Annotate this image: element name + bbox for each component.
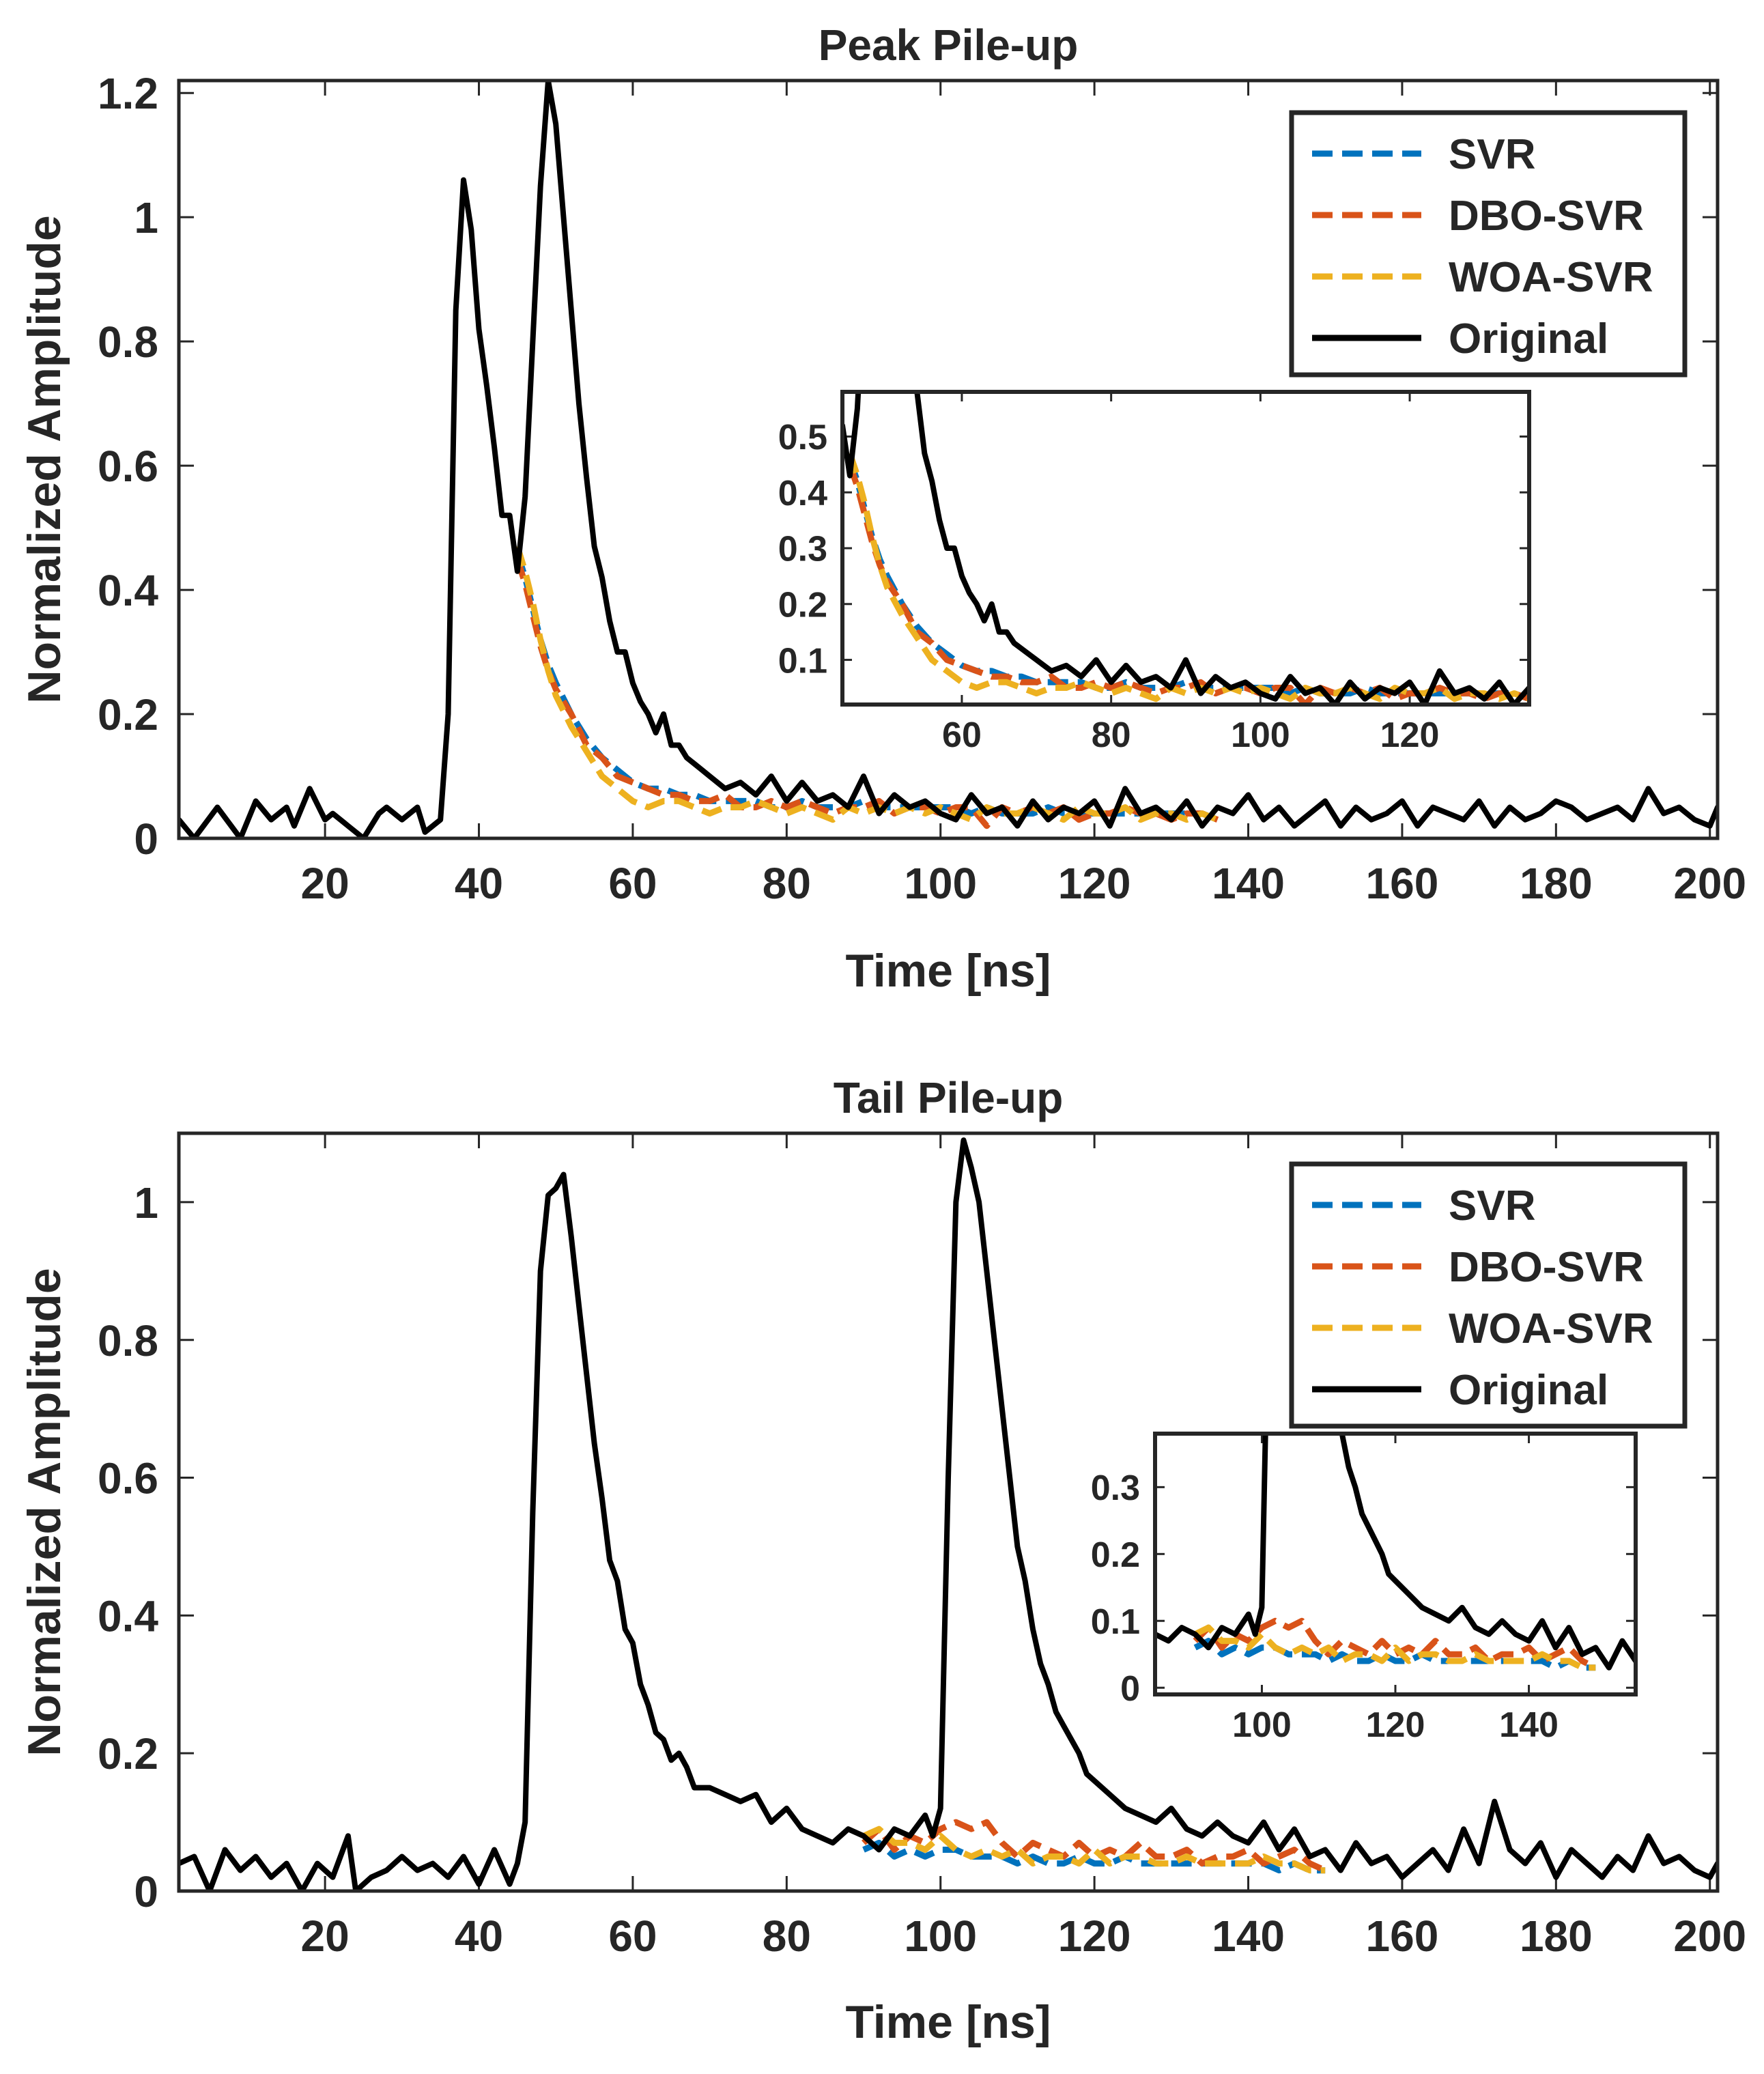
axis-y-tick-label: 0.6 [98, 1454, 158, 1503]
inset-frame [1153, 1432, 1638, 1696]
axis-y-tick-label: 0 [134, 1867, 158, 1916]
axis-x-tick-label: 120 [1058, 1912, 1131, 1961]
axis-y-tick-label: 0.6 [98, 442, 158, 491]
axis-x-tick-label: 80 [763, 859, 811, 908]
axis-x-tick-label: 160 [1366, 859, 1439, 908]
axis-x-tick-label: 200 [1673, 1912, 1746, 1961]
inset-y-tick-label: 0.2 [1091, 1535, 1140, 1575]
main-series-woa-svr-line [862, 1826, 1326, 1874]
axis-y-tick-label: 0.8 [98, 1316, 158, 1365]
axis-y-tick-label: 1 [134, 193, 158, 242]
axis-y-tick-label: 0.2 [98, 690, 158, 739]
legend-label-dbo-svr: DBO-SVR [1449, 1244, 1644, 1291]
axis-x-tick-label: 60 [608, 1912, 657, 1961]
legend-label-woa-svr: WOA-SVR [1449, 254, 1653, 301]
chart-title: Tail Pile-up [834, 1073, 1064, 1122]
inset-series-original-line [842, 392, 1529, 705]
axis-x-tick-label: 20 [301, 1912, 350, 1961]
plot-frame [177, 79, 1720, 840]
legend-label-original: Original [1449, 1367, 1608, 1414]
axis-y-tick-label: 1.2 [98, 69, 158, 118]
axis-y-tick-label: 1 [134, 1178, 158, 1227]
y-axis-label: Normalized Amplitude [18, 215, 70, 703]
chart-panel-2: Tail Pile-up 20 40 60 80 100 120 140 160 180 200 0 0… [18, 1073, 1746, 2048]
axis-x-tick-label: 40 [455, 859, 503, 908]
inset-x-tick-label: 100 [1232, 1705, 1292, 1745]
inset-x-tick-label: 140 [1499, 1705, 1559, 1745]
axis-x-tick-label: 20 [301, 859, 350, 908]
inset-series-dbo-svr-line [1193, 1617, 1597, 1671]
axis-x-tick-label: 60 [608, 859, 657, 908]
x-axis-label: Time [ns] [845, 1996, 1051, 2048]
legend-label-svr: SVR [1449, 131, 1535, 178]
x-axis-label: Time [ns] [845, 945, 1051, 997]
inset-y-tick-label: 0.3 [778, 530, 827, 569]
inset-y-tick-label: 0.1 [778, 641, 827, 681]
legend: SVR DBO-SVR WOA-SVR Original [1289, 110, 1688, 378]
axis-x-tick-label: 120 [1058, 859, 1131, 908]
inset-x-tick-label: 60 [942, 715, 982, 755]
inset-x-tick-label: 100 [1231, 715, 1290, 755]
inset-y-tick-label: 0.3 [1091, 1468, 1140, 1508]
main-series-dbo-svr-line [862, 1819, 1327, 1873]
main-series-original-line [179, 81, 1718, 838]
axis-x-tick-label: 140 [1212, 859, 1285, 908]
axis-y-tick-label: 0.2 [98, 1729, 158, 1778]
plot-frame [177, 1131, 1720, 1893]
inset-x-tick-label: 120 [1366, 1705, 1425, 1745]
inset-x-tick-label: 80 [1092, 715, 1131, 755]
inset-series-svr-line [1193, 1638, 1596, 1671]
axis-y-tick-label: 0.4 [98, 1591, 158, 1640]
axis-x-tick-label: 80 [763, 1912, 811, 1961]
legend: SVR DBO-SVR WOA-SVR Original [1289, 1161, 1688, 1429]
inset-frame [840, 390, 1531, 707]
axis-x-tick-label: 100 [904, 859, 977, 908]
legend-label-dbo-svr: DBO-SVR [1449, 193, 1644, 240]
inset-y-tick-label: 0.5 [778, 418, 827, 457]
inset-y-tick-label: 0.2 [778, 586, 827, 625]
inset-y-tick-label: 0.4 [778, 474, 827, 513]
y-axis-label: Normalized Amplitude [18, 1268, 70, 1756]
inset-x-tick-label: 120 [1380, 715, 1440, 755]
inset-zoom-plot: 100 120 140 0 0.1 0.2 0.3 [1091, 1432, 1638, 1745]
inset-y-tick-label: 0.1 [1091, 1602, 1140, 1642]
axis-y-tick-label: 0.8 [98, 317, 158, 367]
inset-zoom-plot: 60 80 100 120 0.1 0.2 0.3 0.4 0.5 [778, 390, 1531, 755]
axis-y-tick-label: 0.4 [98, 566, 158, 615]
inset-plot-area [1155, 1434, 1636, 1694]
chart-title: Peak Pile-up [819, 20, 1079, 70]
inset-series-woa-svr-line [1193, 1624, 1596, 1671]
legend-label-original: Original [1449, 315, 1608, 363]
axis-x-tick-label: 200 [1673, 859, 1746, 908]
inset-y-tick-label: 0 [1120, 1669, 1140, 1709]
axis-x-tick-label: 160 [1366, 1912, 1439, 1961]
axis-x-tick-label: 100 [904, 1912, 977, 1961]
axis-y-tick-label: 0 [134, 814, 158, 864]
axis-x-tick-label: 40 [455, 1912, 503, 1961]
legend-label-svr: SVR [1449, 1182, 1535, 1230]
legend-label-woa-svr: WOA-SVR [1449, 1305, 1653, 1352]
main-series-original-line [179, 1137, 1718, 1891]
axis-x-tick-label: 140 [1212, 1912, 1285, 1961]
axis-x-tick-label: 180 [1520, 859, 1593, 908]
axis-x-tick-label: 180 [1520, 1912, 1593, 1961]
inset-series-original-line [1155, 1434, 1636, 1671]
